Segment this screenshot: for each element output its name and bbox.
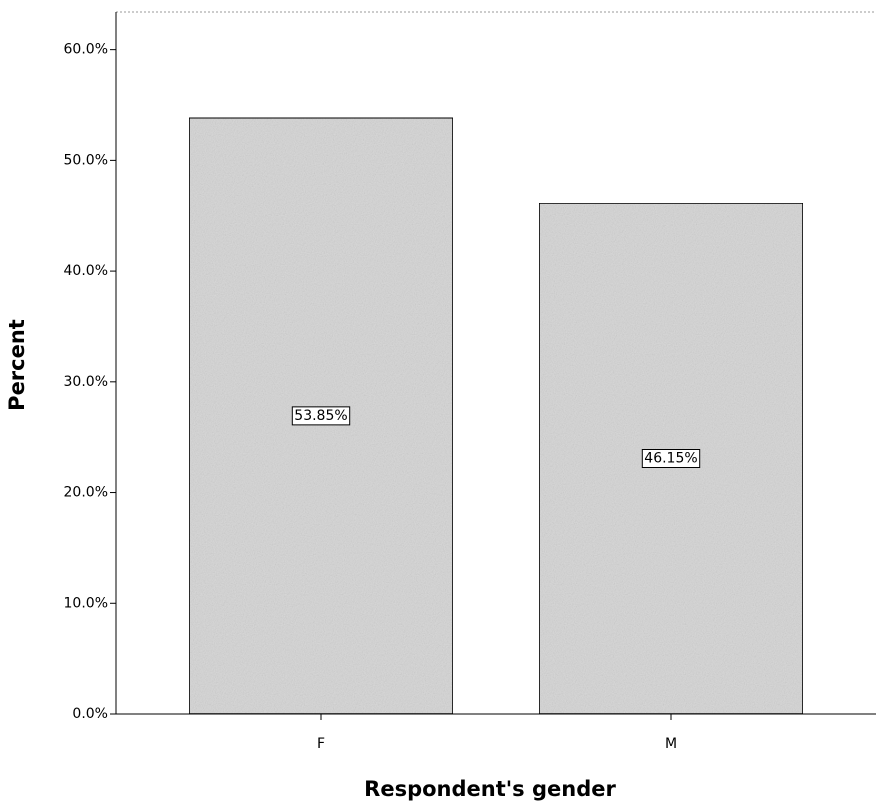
x-tick-label: F	[317, 736, 325, 752]
value-label-box	[291, 406, 351, 426]
y-tick-label: 30.0%	[64, 374, 108, 390]
y-tick-label: 50.0%	[64, 152, 108, 168]
value-label-box	[641, 449, 701, 469]
value-label: 53.85%	[294, 408, 347, 424]
y-tick-label: 0.0%	[72, 706, 108, 722]
y-axis-title: Percent	[5, 319, 29, 411]
x-axis-title: Respondent's gender	[364, 777, 616, 801]
value-label: 46.15%	[644, 451, 697, 467]
y-tick-label: 10.0%	[64, 595, 108, 611]
x-tick-label: M	[665, 736, 677, 752]
y-tick-label: 60.0%	[64, 42, 108, 58]
y-tick-label: 20.0%	[64, 485, 108, 501]
y-tick-label: 40.0%	[64, 263, 108, 279]
